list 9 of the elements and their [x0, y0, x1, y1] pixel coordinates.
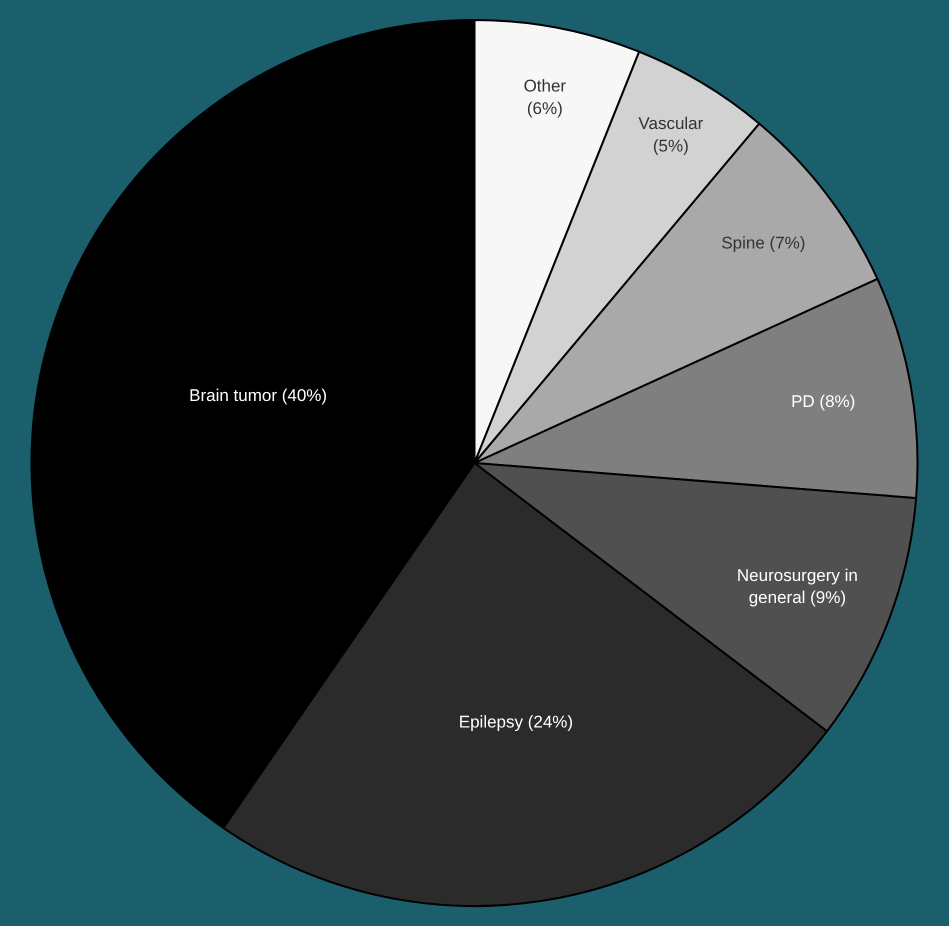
data-label: (6%) — [526, 98, 563, 118]
slice-label: Epilepsy (24%) — [458, 712, 574, 732]
slice-label: Neurosurgery in general (9%) — [736, 566, 858, 607]
slice-label: PD (8%) — [791, 392, 856, 412]
slice-label: Spine (7%) — [721, 234, 806, 253]
slice-label: Brain tumor (40%) — [189, 386, 328, 406]
slice-label: Other — [524, 76, 566, 96]
data-label: (5%) — [652, 136, 689, 156]
slice-label: Vascular — [638, 114, 704, 134]
